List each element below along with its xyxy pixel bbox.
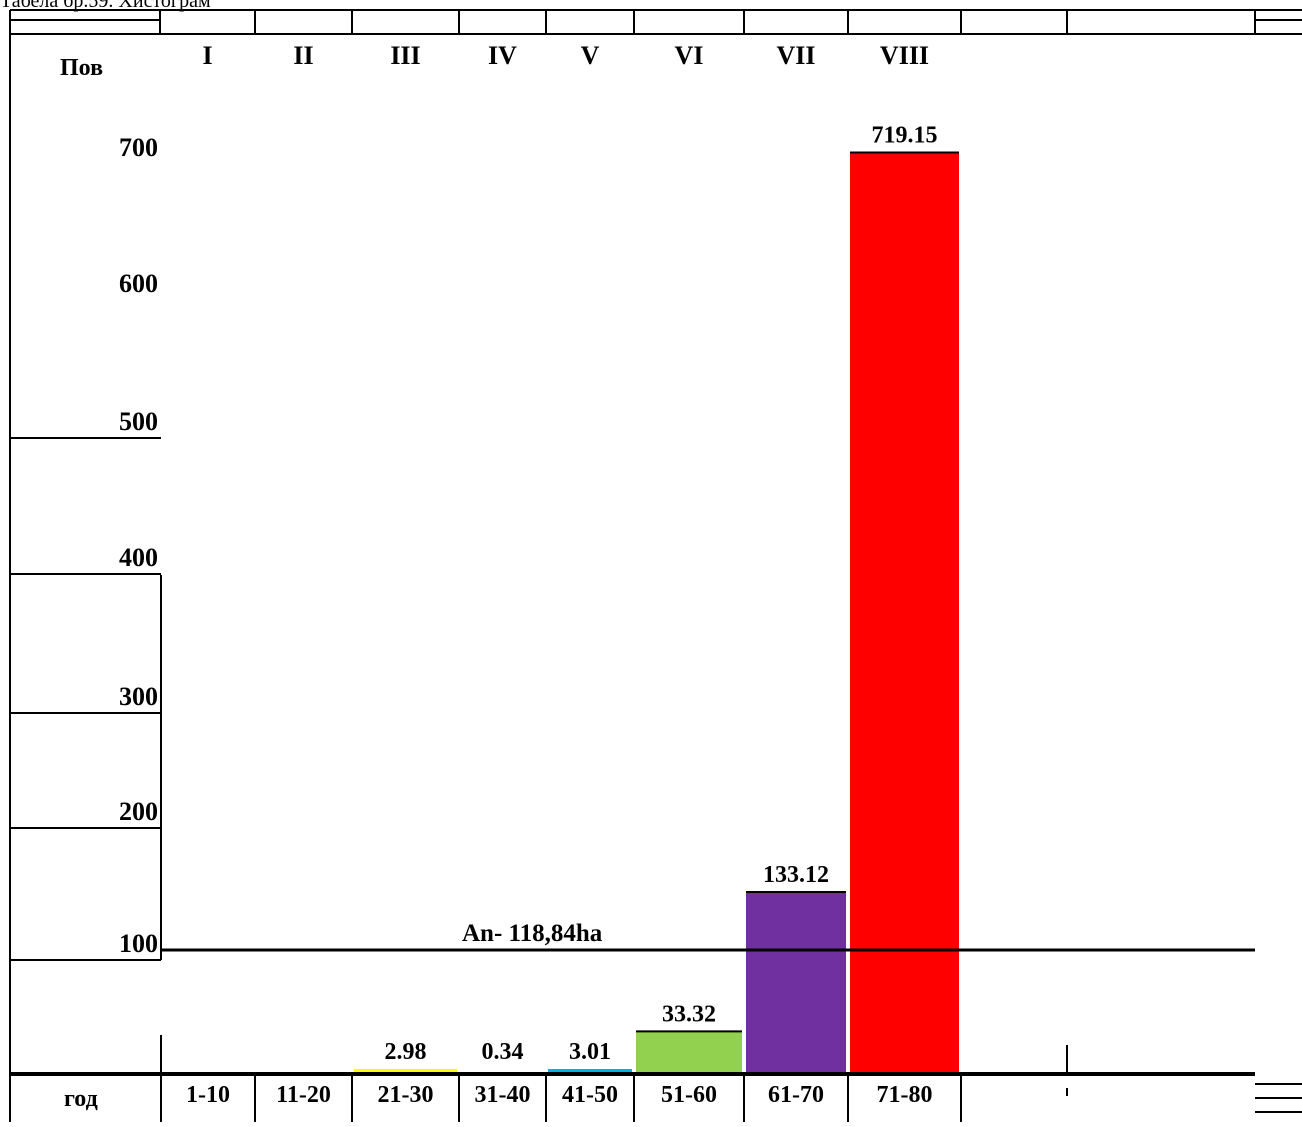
y-tick-label-600: 600 [119,269,158,298]
category-label-21-30: 21-30 [378,1082,434,1108]
bar-71-80 [850,152,959,1073]
value-label-51-60: 33.32 [662,1001,716,1027]
category-label-31-40: 31-40 [475,1082,531,1108]
reference-line-label: An- 118,84ha [462,920,603,947]
y-tick-label-200: 200 [119,797,158,826]
y-tick-label-700: 700 [119,133,158,162]
chart-frame [9,9,1302,1122]
class-label-IV: IV [488,41,517,70]
bar-41-50 [548,1069,632,1073]
bar-31-40 [461,1069,544,1073]
y-tick-label-500: 500 [119,407,158,436]
category-label-11-20: 11-20 [276,1082,331,1108]
bar-61-70 [746,891,846,1073]
class-label-VI: VI [675,41,704,70]
category-label-71-80: 71-80 [877,1082,933,1108]
x-axis-title: год [64,1086,98,1112]
class-label-VIII: VIII [880,41,929,70]
value-label-41-50: 3.01 [569,1039,611,1065]
class-label-II: II [293,41,313,70]
value-label-31-40: 0.34 [482,1039,524,1065]
category-label-41-50: 41-50 [562,1082,618,1108]
category-label-61-70: 61-70 [768,1082,824,1108]
y-axis-title: Пов [60,55,103,81]
class-label-V: V [581,41,600,70]
figure-caption: Табела бр.59. Хистограм [0,0,211,12]
class-label-VII: VII [776,41,815,70]
value-label-21-30: 2.98 [385,1039,427,1065]
y-tick-label-400: 400 [119,543,158,572]
y-tick-label-300: 300 [119,682,158,711]
value-label-71-80: 719.15 [872,123,938,149]
class-label-I: I [202,41,212,70]
category-label-51-60: 51-60 [661,1082,717,1108]
bars-layer [10,151,1255,1122]
bar-21-30 [354,1069,457,1073]
y-ticks-layer: 100 200 300 400 500 600 700 [10,133,161,961]
class-label-III: III [390,41,420,70]
category-label-1-10: 1-10 [186,1082,230,1108]
y-tick-label-100: 100 [119,929,158,958]
value-label-61-70: 133.12 [763,862,829,888]
bar-51-60 [636,1031,742,1073]
